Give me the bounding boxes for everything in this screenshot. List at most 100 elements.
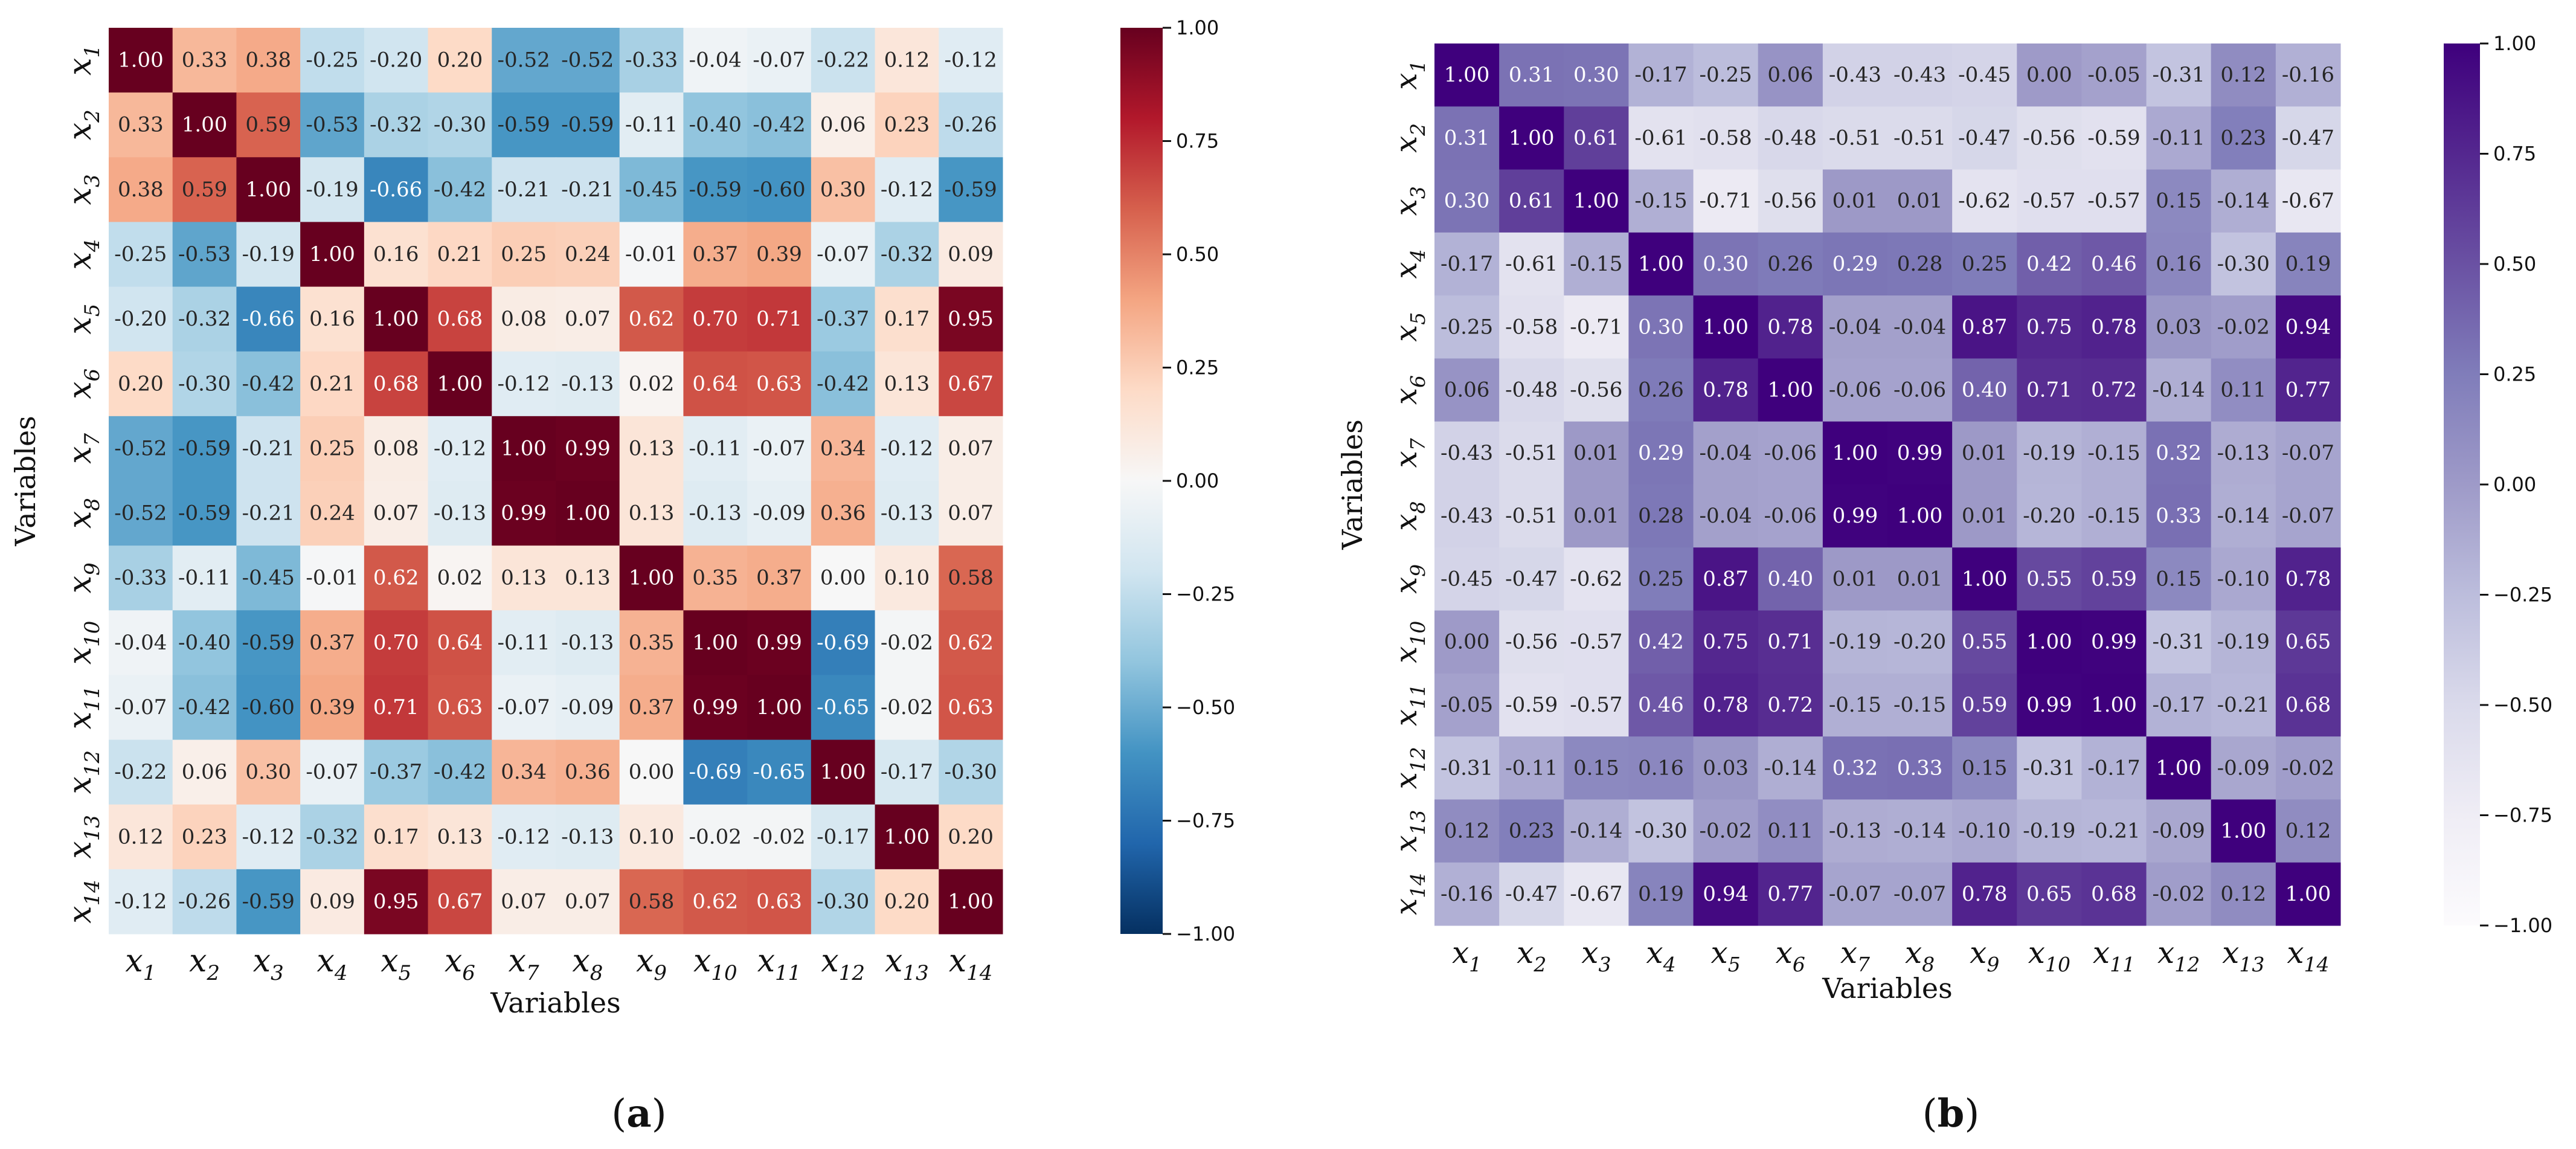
cell-value-label: 0.20 <box>884 889 930 913</box>
cell-value-label: -0.59 <box>178 501 231 526</box>
heatmap-cell <box>1758 43 1823 107</box>
y-tick-label: x13 <box>62 815 104 859</box>
heatmap-cell <box>364 92 429 158</box>
y-tick-label: x4 <box>1389 249 1430 278</box>
heatmap-cell <box>2017 232 2082 296</box>
cell-value-label: 0.30 <box>1573 63 1619 87</box>
heatmap-cell <box>2081 673 2147 737</box>
heatmap-cell <box>109 92 173 158</box>
cell-value-label: -0.13 <box>434 501 486 526</box>
cell-value-label: 0.13 <box>501 566 547 590</box>
cell-value-label: -0.13 <box>561 372 614 396</box>
colorbar-tick-label: 0.25 <box>2493 363 2536 386</box>
cell-value-label: 0.07 <box>948 436 994 460</box>
heatmap-cell <box>1434 610 1500 674</box>
cell-value-label: -0.42 <box>178 695 231 719</box>
cell-value-label: 0.99 <box>2026 693 2072 717</box>
heatmap-cell <box>109 869 173 935</box>
cell-value-label: -0.71 <box>1570 315 1622 339</box>
cell-value-label: 0.37 <box>692 242 738 266</box>
colorbar-tick-label: 1.00 <box>1176 16 1219 39</box>
heatmap-cell <box>1693 421 1759 485</box>
cell-value-label: 0.15 <box>1962 756 2008 780</box>
cell-value-label: -0.06 <box>1764 504 1817 528</box>
heatmap-cell <box>2146 673 2212 737</box>
heatmap-cell <box>2017 862 2082 926</box>
cell-value-label: -0.59 <box>561 113 614 137</box>
cell-value-label: -0.13 <box>2217 441 2270 465</box>
cell-value-label: 0.42 <box>1638 630 1684 654</box>
heatmap-cell <box>1434 799 1500 863</box>
cell-value-label: 0.77 <box>2285 378 2331 402</box>
heatmap-cell <box>1758 799 1823 863</box>
cell-value-label: -0.57 <box>1570 693 1622 717</box>
heatmap-cell <box>2275 799 2341 863</box>
y-tick-label: x1 <box>1389 60 1430 90</box>
heatmap-cell <box>1887 421 1953 485</box>
cell-value-label: -0.66 <box>370 178 422 202</box>
heatmap-cell <box>364 610 429 675</box>
cell-value-label: 0.24 <box>565 242 611 266</box>
heatmap-cell <box>1434 43 1500 107</box>
heatmap-cell <box>2275 232 2341 296</box>
heatmap-cell <box>747 28 812 93</box>
y-tick-label: x2 <box>1389 123 1430 153</box>
heatmap-cell <box>300 546 365 611</box>
cell-value-label: 0.63 <box>756 372 802 396</box>
heatmap-cell <box>556 416 620 481</box>
heatmap-cell <box>2081 547 2147 611</box>
panel-label: (a) <box>611 1091 666 1136</box>
cell-value-label: 1.00 <box>820 760 866 784</box>
heatmap-cell <box>811 546 876 611</box>
cell-value-label: 1.00 <box>309 242 355 266</box>
colorbar-tick-label: −0.50 <box>2493 694 2552 716</box>
heatmap-cell <box>492 286 556 352</box>
heatmap-cell <box>172 28 237 93</box>
heatmap-cell <box>1822 547 1888 611</box>
heatmap-cell <box>939 222 1003 288</box>
heatmap-cell <box>364 351 429 417</box>
heatmap-cell <box>683 157 748 222</box>
cell-value-label: 0.16 <box>309 307 355 331</box>
colorbar-tick-label: −1.00 <box>2493 914 2552 937</box>
cell-value-label: -0.59 <box>1505 693 1558 717</box>
x-tick-label: x6 <box>445 943 475 985</box>
heatmap-cell <box>2211 421 2276 485</box>
cell-value-label: 0.07 <box>565 889 611 913</box>
colorbar-tick-label: −0.75 <box>1176 809 1235 832</box>
heatmap-cell <box>1758 862 1823 926</box>
cell-value-label: 0.67 <box>437 889 483 913</box>
heatmap-cell <box>939 28 1003 93</box>
cell-value-label: 0.17 <box>373 825 419 849</box>
cell-value-label: 0.00 <box>629 760 675 784</box>
heatmap-cell <box>875 869 939 935</box>
cell-value-label: 0.58 <box>629 889 675 913</box>
x-tick-label: x2 <box>1517 935 1546 976</box>
cell-value-label: 0.63 <box>756 889 802 913</box>
x-tick-label: x8 <box>1905 935 1935 976</box>
cell-value-label: -0.67 <box>2282 189 2334 213</box>
heatmap-cell <box>2211 862 2276 926</box>
cell-value-label: 0.30 <box>820 178 866 202</box>
colorbar-tick-label: −0.50 <box>1176 696 1235 719</box>
heatmap-cell <box>619 804 684 870</box>
cell-value-label: -0.17 <box>817 825 869 849</box>
cell-value-label: 0.15 <box>1573 756 1619 780</box>
cell-value-label: 0.13 <box>437 825 483 849</box>
heatmap-cell <box>1434 106 1500 170</box>
cell-value-label: -0.25 <box>306 48 358 72</box>
cell-value-label: -0.43 <box>1893 63 1946 87</box>
heatmap-cell <box>556 804 620 870</box>
heatmap-cell <box>236 546 301 611</box>
cell-value-label: -0.43 <box>1441 441 1493 465</box>
cell-value-label: 0.62 <box>692 889 738 913</box>
cell-value-label: -0.20 <box>114 307 167 331</box>
heatmap-cell <box>1822 295 1888 359</box>
cell-value-label: 0.65 <box>2285 630 2331 654</box>
cell-value-label: 0.99 <box>692 695 738 719</box>
x-tick-label: x6 <box>1776 935 1805 976</box>
heatmap-cell <box>2017 736 2082 800</box>
cell-value-label: 0.36 <box>820 501 866 526</box>
heatmap-cell <box>364 546 429 611</box>
cell-value-label: 0.21 <box>309 372 355 396</box>
